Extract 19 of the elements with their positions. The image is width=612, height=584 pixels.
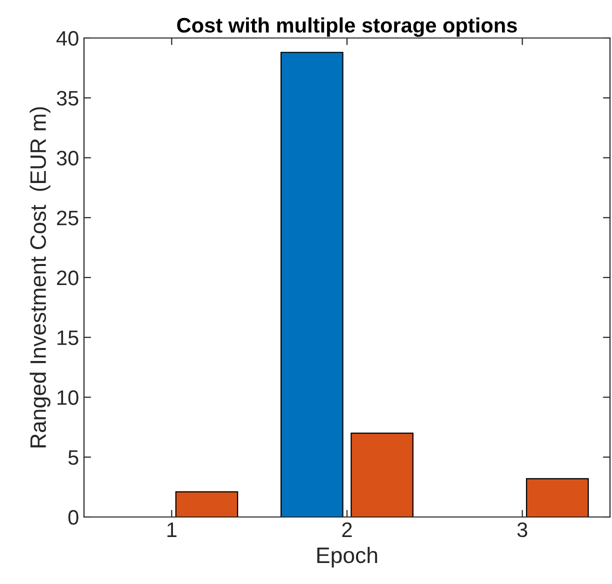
bar (526, 478, 589, 517)
bar (280, 52, 344, 517)
x-tick-label: 2 (342, 522, 352, 537)
x-axis-title: Epoch (317, 546, 378, 568)
y-axis-title: Ranged Investment Cost (EUR m) (30, 107, 50, 448)
y-tick-label: 5 (68, 450, 78, 465)
x-tick-label: 3 (517, 522, 528, 538)
chart-title: Cost with multiple storage options (177, 17, 517, 37)
x-tick-label: 1 (167, 522, 176, 537)
y-tick-label: 30 (56, 150, 78, 166)
y-tick-label: 15 (58, 330, 78, 346)
bar (350, 432, 414, 517)
y-tick-label: 20 (57, 270, 78, 286)
y-tick-label: 40 (56, 31, 78, 46)
bar (175, 491, 238, 517)
y-tick-label: 35 (56, 90, 78, 106)
y-tick-label: 0 (68, 510, 78, 525)
y-tick-label: 25 (57, 210, 78, 226)
y-tick-label: 10 (58, 390, 78, 406)
